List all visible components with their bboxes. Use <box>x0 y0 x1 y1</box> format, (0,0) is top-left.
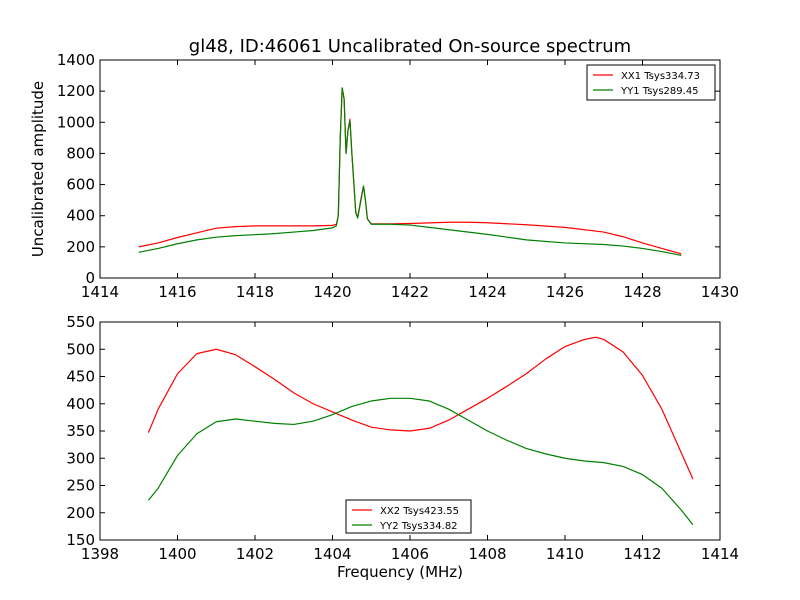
chart-title: gl48, ID:46061 Uncalibrated On-source sp… <box>189 36 631 57</box>
y-tick-label: 600 <box>66 176 95 194</box>
y-tick-label: 300 <box>66 449 95 467</box>
series-line-1-0 <box>147 336 694 480</box>
legend-box <box>586 64 716 101</box>
y-tick-label: 800 <box>66 144 95 162</box>
x-tick-label: 1430 <box>701 283 739 301</box>
y-tick-label: 350 <box>66 422 95 440</box>
x-tick-label: 1398 <box>81 545 119 563</box>
x-axis-label: Frequency (MHz) <box>337 563 463 581</box>
x-tick-label: 1426 <box>546 283 584 301</box>
x-tick-label: 1404 <box>313 545 351 563</box>
legend-entry: YY1 Tsys289.45 <box>620 86 699 97</box>
legend-entry: YY2 Tsys334.82 <box>379 521 458 532</box>
y-tick-label: 450 <box>66 368 95 386</box>
x-tick-label: 1408 <box>468 545 506 563</box>
y-axis-label: Uncalibrated amplitude <box>29 81 47 257</box>
y-tick-label: 400 <box>66 207 95 225</box>
y-tick-label: 0 <box>85 269 95 287</box>
series-line-0-1 <box>138 87 682 257</box>
x-tick-label: 1414 <box>701 545 739 563</box>
x-tick-label: 1402 <box>236 545 274 563</box>
y-tick-label: 250 <box>66 477 95 495</box>
y-tick-label: 1400 <box>57 51 95 69</box>
y-tick-label: 150 <box>66 531 95 549</box>
y-tick-label: 400 <box>66 395 95 413</box>
y-tick-label: 1200 <box>57 82 95 100</box>
x-tick-label: 1418 <box>236 283 274 301</box>
x-tick-label: 1422 <box>391 283 429 301</box>
bottom-spectrum-chart: 1398 1400 1402 1404 1406 1408 1410 1412 1414 150 2… <box>66 313 739 581</box>
x-tick-label: 1416 <box>158 283 196 301</box>
x-tick-label: 1400 <box>158 545 196 563</box>
legend-box <box>345 499 472 534</box>
series-line-1-1 <box>147 397 694 526</box>
series-line-0-0 <box>138 87 682 255</box>
x-tick-label: 1420 <box>313 283 351 301</box>
x-tick-label: 1412 <box>623 545 661 563</box>
legend-entry: XX1 Tsys334.73 <box>621 71 700 82</box>
x-tick-label: 1424 <box>468 283 506 301</box>
legend-entry: XX2 Tsys423.55 <box>380 506 459 517</box>
x-tick-label: 1428 <box>623 283 661 301</box>
legend: XX2 Tsys423.55 YY2 Tsys334.82 <box>345 499 472 534</box>
y-tick-label: 550 <box>66 313 95 331</box>
y-tick-label: 1000 <box>57 113 95 131</box>
x-tick-label: 1406 <box>391 545 429 563</box>
y-tick-label: 200 <box>66 238 95 256</box>
y-tick-label: 200 <box>66 504 95 522</box>
x-tick-label: 1414 <box>81 283 119 301</box>
y-tick-label: 500 <box>66 340 95 358</box>
top-spectrum-chart: 1414 1416 1418 1420 1422 1424 1426 1428 1430 0 200… <box>29 51 739 301</box>
x-tick-label: 1410 <box>546 545 584 563</box>
legend: XX1 Tsys334.73 YY1 Tsys289.45 <box>586 64 716 101</box>
